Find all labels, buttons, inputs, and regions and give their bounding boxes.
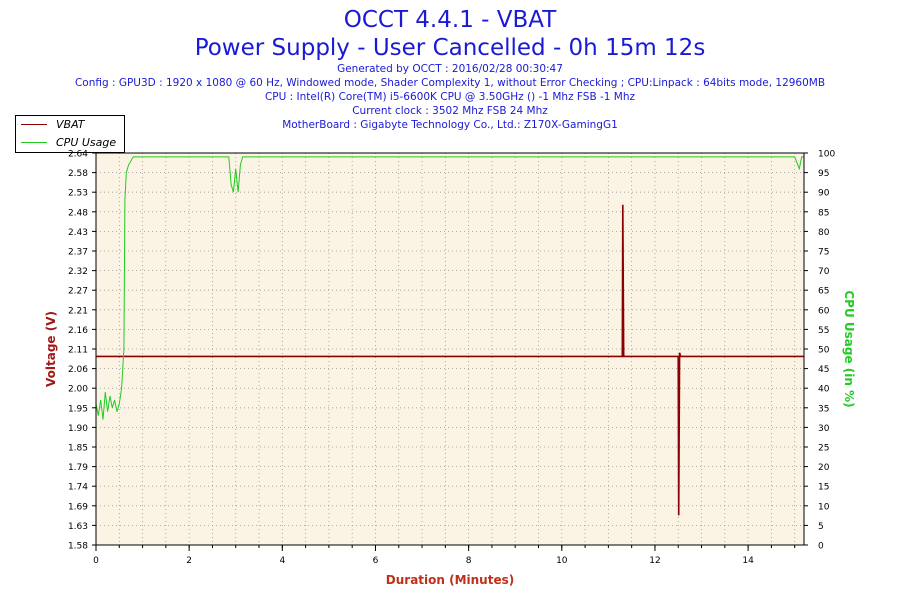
y2-tick-label: 35 — [818, 404, 829, 414]
y2-tick-label: 50 — [818, 346, 830, 356]
y-tick-label: 2.32 — [68, 267, 88, 277]
y2-tick-label: 40 — [818, 385, 830, 395]
y2-tick-label: 100 — [818, 150, 835, 160]
y2-tick-label: 80 — [818, 228, 830, 238]
legend-item-cpu-usage: CPU Usage — [16, 134, 124, 152]
x-axis-label: Duration (Minutes) — [386, 573, 514, 587]
y-tick-label: 2.64 — [68, 150, 88, 160]
y-tick-label: 2.00 — [68, 385, 88, 395]
y2-tick-label: 55 — [818, 326, 829, 336]
y2-tick-label: 25 — [818, 444, 829, 454]
y-tick-label: 1.85 — [68, 444, 88, 454]
x-tick-label: 8 — [466, 556, 472, 566]
y-tick-label: 1.90 — [68, 424, 88, 434]
axis-ticks: 1.58 1.63 1.69 1.74 1.79 1.85 1.90 1.95 2.00 2.06… — [68, 150, 835, 567]
x-tick-label: 14 — [742, 556, 754, 566]
y2-tick-label: 85 — [818, 208, 829, 218]
x-tick-label: 10 — [556, 556, 568, 566]
motherboard-info: MotherBoard : Gigabyte Technology Co., L… — [282, 119, 618, 131]
y-tick-label: 2.21 — [68, 306, 88, 316]
chart-subtitle: Power Supply - User Cancelled - 0h 15m 1… — [194, 35, 706, 61]
series-line-cpu-usage — [95, 156, 804, 420]
plot-frame — [95, 152, 805, 546]
chart-legend: VBAT CPU Usage — [15, 115, 125, 153]
series-line-vbat — [96, 204, 804, 516]
y2-tick-label: 65 — [818, 287, 829, 297]
y2-tick-label: 15 — [818, 483, 829, 493]
chart-header: OCCT 4.4.1 - VBAT Power Supply - User Ca… — [0, 0, 900, 132]
y2-tick-label: 20 — [818, 463, 830, 473]
grid-lines — [96, 153, 804, 545]
y-tick-label: 2.37 — [68, 248, 88, 258]
y-tick-label: 2.43 — [68, 228, 88, 238]
cpu-info: CPU : Intel(R) Core(TM) i5-6600K CPU @ 3… — [264, 91, 636, 103]
y-tick-label: 2.11 — [68, 346, 88, 356]
y2-tick-label: 95 — [818, 169, 829, 179]
y-tick-label: 1.69 — [68, 502, 88, 512]
y-tick-label: 2.06 — [68, 365, 88, 375]
y2-tick-label: 5 — [818, 522, 824, 532]
y-tick-label: 1.74 — [68, 483, 88, 493]
x-tick-label: 4 — [279, 556, 285, 566]
y-tick-label: 2.27 — [68, 287, 88, 297]
legend-swatch-vbat — [21, 124, 47, 125]
legend-label-cpu-usage: CPU Usage — [56, 136, 117, 149]
plot-area — [96, 153, 804, 545]
y2-tick-label: 45 — [818, 365, 829, 375]
x-tick-label: 12 — [649, 556, 660, 566]
legend-swatch-cpu-usage — [21, 142, 47, 143]
legend-label-vbat: VBAT — [56, 118, 85, 131]
y2-tick-label: 60 — [818, 306, 830, 316]
y-tick-label: 1.79 — [68, 463, 88, 473]
y2-tick-label: 70 — [818, 267, 830, 277]
legend-item-vbat: VBAT — [16, 116, 124, 134]
clock-info: Current clock : 3502 Mhz FSB 24 Mhz — [352, 105, 548, 117]
y-tick-label: 1.95 — [68, 404, 88, 414]
y-tick-label: 2.16 — [68, 326, 88, 336]
y2-tick-label: 0 — [818, 542, 824, 552]
y-axis-label: Voltage (V) — [44, 311, 58, 387]
x-tick-label: 6 — [373, 556, 379, 566]
series-layer — [95, 156, 804, 516]
x-tick-label: 0 — [93, 556, 99, 566]
y-tick-label: 1.63 — [68, 522, 88, 532]
x-tick-label: 2 — [186, 556, 192, 566]
chart-title: OCCT 4.4.1 - VBAT — [343, 7, 557, 33]
y-tick-label: 2.48 — [68, 208, 88, 218]
y2-tick-label: 90 — [818, 189, 830, 199]
y-tick-label: 2.53 — [68, 189, 88, 199]
y-tick-label: 1.58 — [68, 542, 88, 552]
y2-tick-label: 10 — [818, 502, 830, 512]
y2-tick-label: 30 — [818, 424, 830, 434]
generated-info: Generated by OCCT : 2016/02/28 00:30:47 — [337, 63, 563, 75]
y-tick-label: 2.58 — [68, 169, 88, 179]
y2-tick-label: 75 — [818, 248, 829, 258]
y2-axis-label: CPU Usage (in %) — [842, 290, 856, 407]
config-info: Config : GPU3D : 1920 x 1080 @ 60 Hz, Wi… — [74, 77, 826, 89]
